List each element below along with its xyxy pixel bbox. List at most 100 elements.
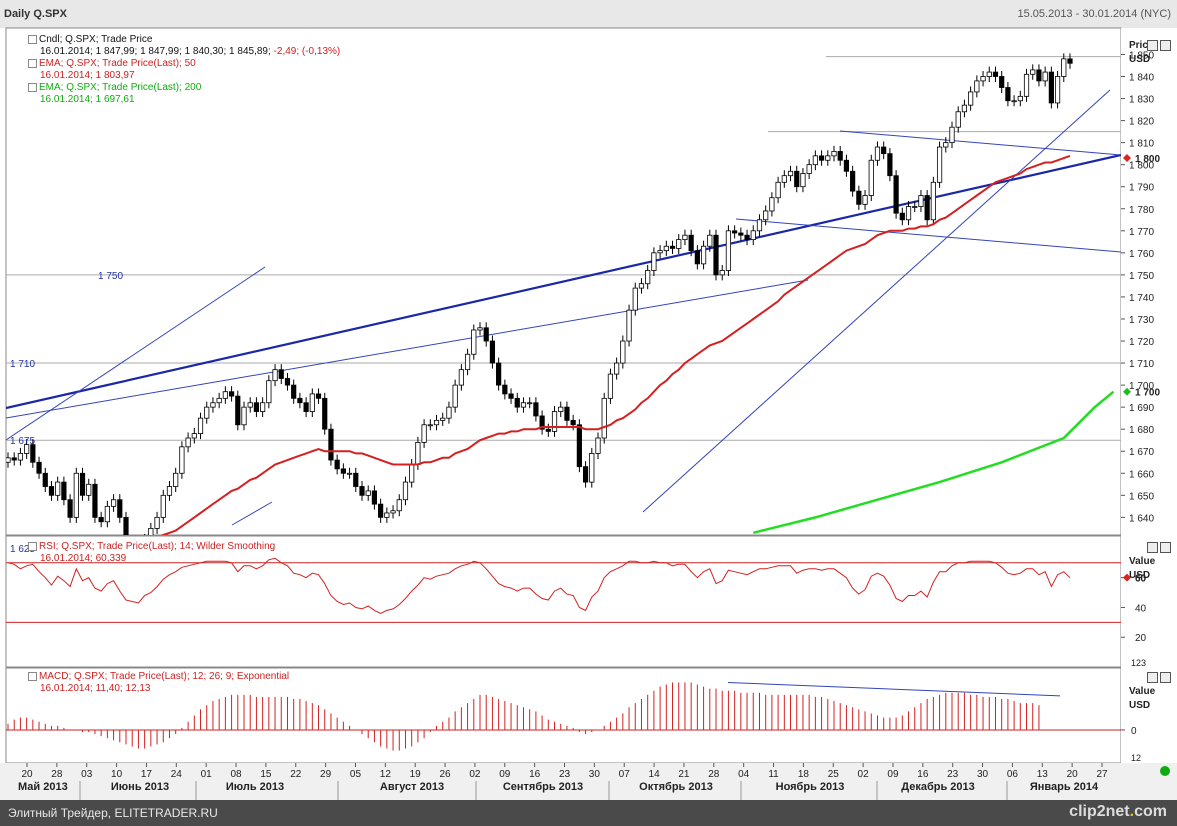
candle-body [260,402,266,412]
x-tick-label: 10 [111,769,123,780]
candle [626,304,632,347]
candle-body [104,505,110,523]
x-tick-label: 25 [828,769,840,780]
x-month-label: Июнь 2013 [111,781,169,793]
legend-checkbox[interactable] [28,34,37,44]
x-tick-label: 23 [947,769,959,780]
x-month-label: Июль 2013 [226,781,284,793]
candle [794,165,800,193]
ema50-line [160,154,1071,535]
close-icon[interactable] [1160,672,1171,683]
candle [812,150,818,171]
candle [353,467,359,493]
candle [974,75,980,98]
rsi-legend: RSI; Q.SPX; Trade Price(Last); 14; Wilde… [28,541,275,565]
candle [899,207,905,226]
candle [24,439,30,459]
x-tick-label: 19 [410,769,422,780]
legend-ema50: EMA; Q.SPX; Trade Price(Last); 50 [39,58,196,69]
x-tick-label: 11 [768,769,779,780]
price-tick-label: 1 800 [1129,161,1154,172]
candle [595,432,601,459]
candle [204,401,210,424]
candle-body [24,444,30,454]
candle-body [390,510,396,514]
candle-body [638,283,645,289]
footer-caption: Элитный Трейдер, ELITETRADER.RU [8,806,218,820]
rsi-tick-label: 20 [1135,633,1147,644]
price-tick-label: 1 660 [1129,469,1154,480]
candle-body [862,195,868,205]
candle-body [297,397,303,404]
candle [148,522,154,535]
x-tick-label: 09 [887,769,899,780]
legend-checkbox[interactable] [28,58,37,68]
legend-candle: Cndl; Q.SPX; Trade Price [39,34,153,45]
rsi-marker [1123,573,1131,582]
candle-body [371,490,378,505]
legend-checkbox[interactable] [28,541,37,551]
macd-window-buttons [1145,672,1171,685]
candle-body [955,111,961,128]
minimize-icon[interactable] [1147,672,1158,683]
candle-body [247,402,253,408]
candle-body [471,329,477,355]
candle-body [117,499,123,518]
trend-line [231,501,273,526]
close-icon[interactable] [1160,40,1171,51]
candle-body [1048,71,1054,104]
price-tick-label: 1 840 [1129,72,1154,83]
candle [241,401,247,431]
candle-body [365,490,371,496]
candle-body [551,411,558,432]
candle-body [545,428,551,432]
candle-body [881,146,887,155]
candle-body [694,250,700,265]
candle-body [483,327,489,342]
minimize-icon[interactable] [1147,542,1158,553]
x-tick-label: 02 [469,769,481,780]
candle [508,388,514,404]
candle [961,99,968,118]
candle-body [48,486,55,496]
x-tick-label: 30 [589,769,601,780]
price-tick-label: 1 780 [1129,205,1154,216]
price-axis-unit: USD [1129,54,1151,65]
candle [365,485,371,501]
minimize-icon[interactable] [1147,40,1158,51]
candle [850,165,856,197]
candle [707,229,713,252]
candle [831,145,837,162]
candle-body [626,309,632,342]
legend-checkbox[interactable] [28,671,37,681]
candle-body [800,173,806,188]
x-tick-label: 30 [977,769,989,780]
candle [278,364,284,385]
candle-body [725,230,732,271]
candle [235,390,241,431]
candle-body [781,175,787,183]
candle-body [582,466,589,483]
level-label: 1 675 [10,436,35,447]
legend-checkbox[interactable] [28,82,37,92]
chart-canvas[interactable]: 1 640 1 650 1 660 1 670 1 680 1 690 1 700 1 710… [0,0,1177,800]
candle [210,397,216,413]
close-icon[interactable] [1160,542,1171,553]
price-tick-label: 1 790 [1129,183,1154,194]
candle-body [601,397,607,439]
candle-body [79,472,86,496]
candle-body [123,516,129,535]
candle [763,205,769,226]
candle [676,234,682,254]
candle-body [700,245,707,265]
candle [79,467,86,501]
candle-body [645,270,651,285]
candle [1042,66,1048,87]
candle-body [794,170,800,188]
candle-body [980,76,986,82]
candle [663,240,669,257]
candle [228,386,235,402]
candle-body [769,197,775,212]
candle [297,392,303,409]
price-tick-label: 1 760 [1129,249,1154,260]
